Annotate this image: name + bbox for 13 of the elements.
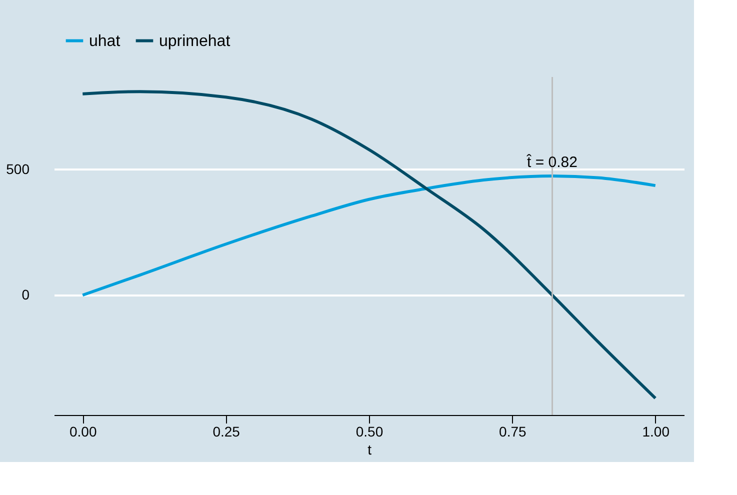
legend-label: uprimehat <box>159 32 231 50</box>
y-tick-label: 0 <box>22 286 30 303</box>
ref-line-label: t̂ = 0.82 <box>526 154 578 171</box>
legend-label: uhat <box>89 32 121 50</box>
y-tick-label: 500 <box>6 160 30 177</box>
x-tick-label: 1.00 <box>642 424 670 440</box>
x-tick-label: 0.50 <box>356 424 384 440</box>
x-tick-label: 0.25 <box>212 424 240 440</box>
line-series <box>81 90 657 400</box>
line-series <box>81 174 657 297</box>
x-tick-label: 0.75 <box>499 424 527 440</box>
x-tick-label: 0.00 <box>70 424 97 440</box>
x-axis-title: t <box>368 442 372 458</box>
